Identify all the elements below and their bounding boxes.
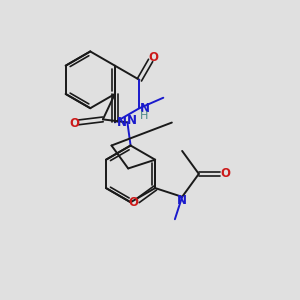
Text: N: N xyxy=(140,102,150,115)
Text: O: O xyxy=(69,117,79,130)
Text: O: O xyxy=(220,167,230,180)
Text: O: O xyxy=(148,51,159,64)
Text: N: N xyxy=(116,116,126,130)
Text: N: N xyxy=(177,194,187,207)
Text: N: N xyxy=(127,114,137,127)
Text: H: H xyxy=(140,111,148,121)
Text: O: O xyxy=(129,196,139,209)
